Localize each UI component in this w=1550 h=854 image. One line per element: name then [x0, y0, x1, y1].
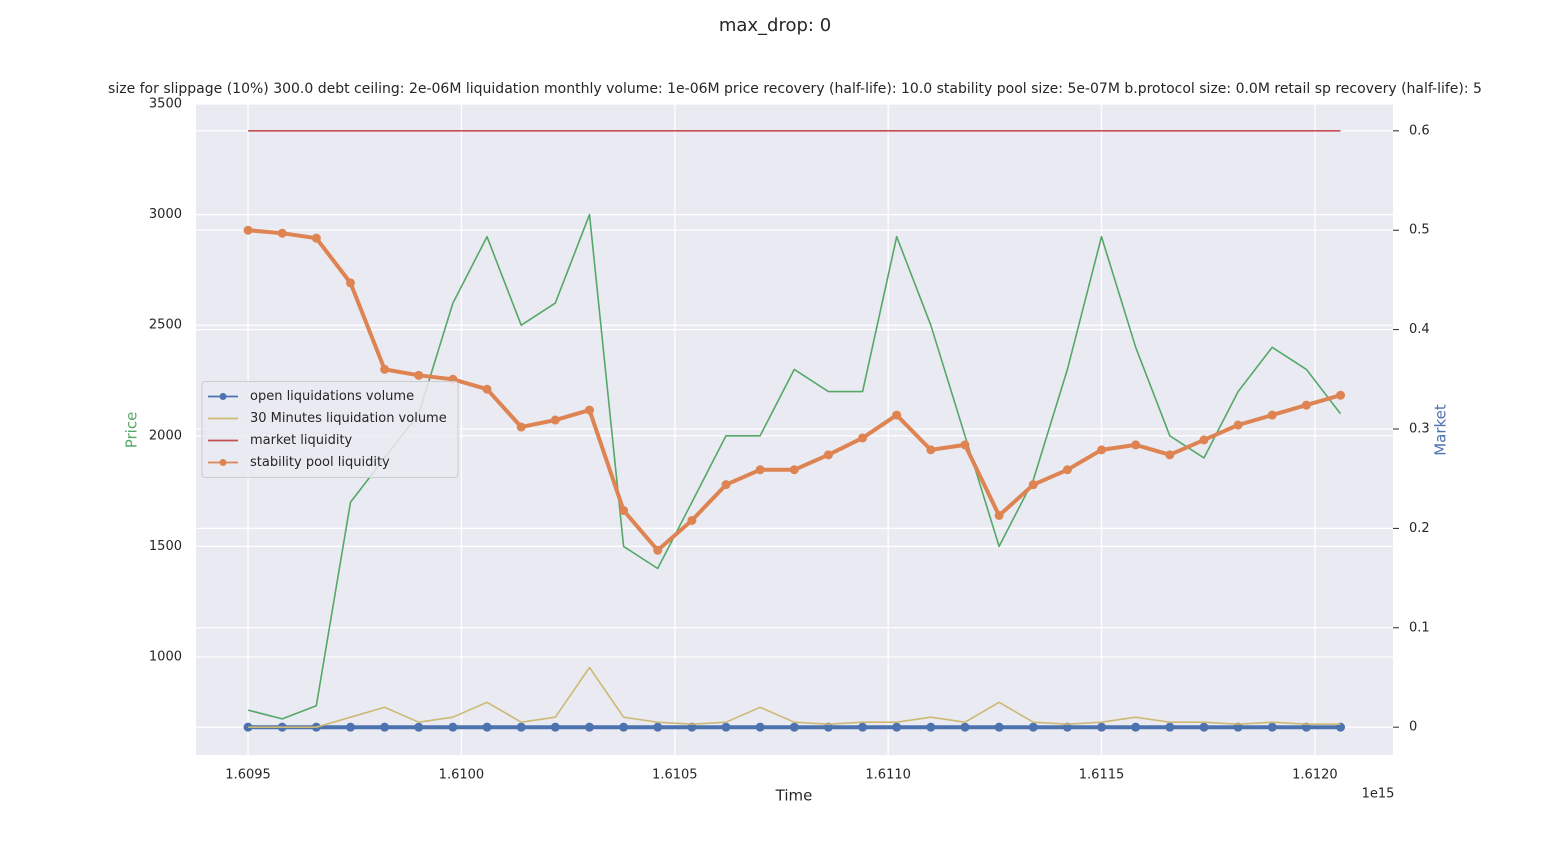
x-tick-label: 1.6105: [652, 768, 698, 783]
y2-tick-label: 0.2: [1409, 521, 1430, 536]
series-marker: [994, 722, 1004, 732]
legend-label: 30 Minutes liquidation volume: [250, 411, 447, 426]
x-tick-label: 1.6095: [225, 768, 271, 783]
series-marker: [687, 722, 697, 732]
series-marker: [1131, 722, 1141, 732]
series-marker: [653, 722, 663, 732]
series-marker: [892, 410, 902, 420]
y-tick-label: 3500: [149, 97, 182, 112]
series-marker: [1028, 480, 1038, 490]
y2-axis-label: Market: [1432, 404, 1450, 456]
series-marker: [619, 506, 629, 516]
y2-tick-label: 0.3: [1409, 422, 1430, 437]
series-marker: [653, 545, 663, 555]
series-marker: [789, 722, 799, 732]
chart-subtitle: size for slippage (10%) 300.0 debt ceili…: [108, 81, 1482, 97]
x-axis-label: Time: [775, 787, 813, 805]
legend-marker: [219, 459, 227, 466]
series-marker: [1199, 722, 1209, 732]
series-marker: [1301, 400, 1311, 410]
series-marker: [1165, 722, 1175, 732]
x-offset-label: 1e15: [1362, 787, 1395, 802]
series-marker: [1062, 722, 1072, 732]
y2-tick-label: 0.6: [1409, 123, 1430, 138]
series-marker: [516, 422, 526, 432]
series-marker: [858, 433, 868, 443]
series-marker: [1233, 722, 1243, 732]
series-marker: [1267, 410, 1277, 420]
series-marker: [243, 225, 253, 235]
series-line: [248, 666, 1341, 728]
x-tick-label: 1.6120: [1292, 768, 1338, 783]
legend-label: market liquidity: [250, 433, 353, 448]
y-axis-label: Price: [123, 412, 141, 449]
series-marker: [482, 384, 492, 394]
series-marker: [721, 480, 731, 490]
series-marker: [823, 722, 833, 732]
series-marker: [755, 722, 765, 732]
series-marker: [448, 722, 458, 732]
y2-tick-label: 0.1: [1409, 620, 1430, 635]
series-marker: [1233, 420, 1243, 430]
series-marker: [550, 722, 560, 732]
series-marker: [994, 510, 1004, 520]
series-marker: [345, 278, 355, 288]
series-marker: [755, 465, 765, 475]
y-tick-label: 1500: [149, 539, 182, 554]
chart-title: max_drop: 0: [719, 15, 831, 36]
y2-tick-label: 0.5: [1409, 223, 1430, 238]
series-marker: [1097, 445, 1107, 455]
series-marker: [1165, 450, 1175, 460]
y-tick-label: 1000: [149, 650, 182, 665]
series-marker: [482, 722, 492, 732]
series-marker: [550, 415, 560, 425]
series-marker: [414, 370, 424, 380]
series-marker: [516, 722, 526, 732]
y2-tick-label: 0: [1409, 720, 1417, 735]
legend-marker: [219, 393, 227, 400]
x-tick-label: 1.6110: [865, 768, 911, 783]
series-marker: [243, 722, 253, 732]
series-marker: [721, 722, 731, 732]
y-tick-label: 2500: [149, 318, 182, 333]
series-marker: [345, 722, 355, 732]
series-marker: [892, 722, 902, 732]
series-marker: [1336, 390, 1346, 400]
y-tick-label: 2000: [149, 428, 182, 443]
series-marker: [960, 722, 970, 732]
x-tick-label: 1.6100: [439, 768, 485, 783]
y2-tick-label: 0.4: [1409, 322, 1430, 337]
series-marker: [311, 233, 321, 243]
series-marker: [823, 450, 833, 460]
series-marker: [1199, 435, 1209, 445]
legend-box: [201, 381, 459, 478]
series-marker: [1097, 722, 1107, 732]
series-marker: [1267, 722, 1277, 732]
series-marker: [926, 445, 936, 455]
series-marker: [1131, 440, 1141, 450]
series-marker: [926, 722, 936, 732]
series-marker: [789, 465, 799, 475]
series-marker: [380, 722, 390, 732]
legend-label: stability pool liquidity: [250, 455, 390, 470]
legend-label: open liquidations volume: [250, 389, 414, 404]
x-tick-label: 1.6115: [1079, 768, 1125, 783]
series-marker: [1062, 465, 1072, 475]
series-marker: [619, 722, 629, 732]
series-marker: [277, 228, 287, 238]
y-tick-label: 3000: [149, 207, 182, 222]
series-marker: [414, 722, 424, 732]
series-marker: [584, 722, 594, 732]
series-marker: [584, 405, 594, 415]
series-marker: [380, 364, 390, 374]
series-marker: [960, 440, 970, 450]
series-marker: [858, 722, 868, 732]
series-marker: [687, 515, 697, 525]
series-marker: [1028, 722, 1038, 732]
